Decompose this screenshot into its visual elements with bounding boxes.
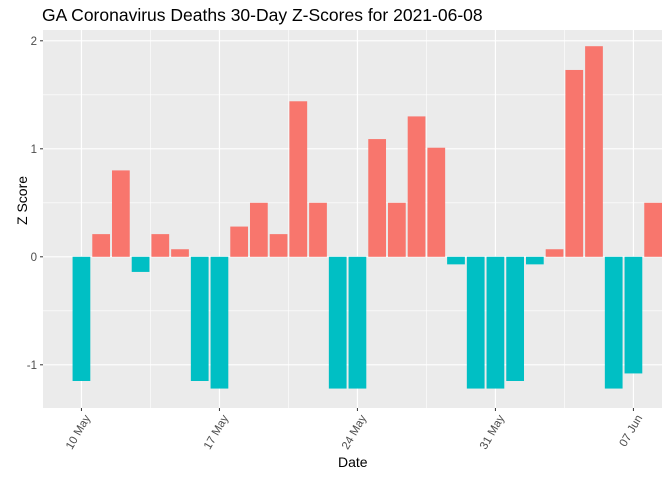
bar (506, 256, 525, 381)
bar (644, 202, 662, 257)
bar (387, 202, 406, 257)
bar (92, 234, 111, 257)
bar (171, 249, 189, 257)
x-tick-label: 07 Jun (618, 413, 646, 449)
x-tick-label: 24 May (340, 413, 369, 452)
y-tick-label: 2 (31, 36, 37, 48)
bar (111, 170, 130, 257)
bar (210, 256, 229, 389)
bar (289, 101, 308, 257)
bar (368, 139, 387, 257)
bar (624, 256, 643, 374)
bar (427, 147, 446, 257)
bar (407, 116, 426, 257)
bar (151, 234, 170, 257)
bar (447, 256, 465, 265)
bar (309, 202, 327, 257)
bar (466, 256, 485, 389)
x-tick-label: 17 May (202, 413, 231, 452)
bar (486, 256, 505, 389)
bar (604, 256, 623, 389)
bar (72, 256, 91, 381)
bar (545, 249, 564, 257)
bar (565, 69, 584, 257)
x-tick-label: 31 May (478, 413, 507, 452)
chart-title: GA Coronavirus Deaths 30-Day Z-Scores fo… (42, 5, 483, 25)
bar (230, 226, 249, 257)
y-tick-label: 0 (31, 252, 37, 264)
y-tick-label: -1 (27, 360, 37, 372)
bar (269, 234, 288, 257)
bar (328, 256, 347, 389)
bar (190, 256, 209, 381)
bar (585, 46, 603, 257)
bar (525, 256, 544, 265)
x-tick-label: 10 May (64, 413, 93, 452)
bar (348, 256, 367, 389)
x-axis-label: Date (338, 454, 368, 470)
bar (249, 202, 268, 257)
bar (131, 256, 150, 272)
y-tick-label: 1 (31, 144, 37, 156)
